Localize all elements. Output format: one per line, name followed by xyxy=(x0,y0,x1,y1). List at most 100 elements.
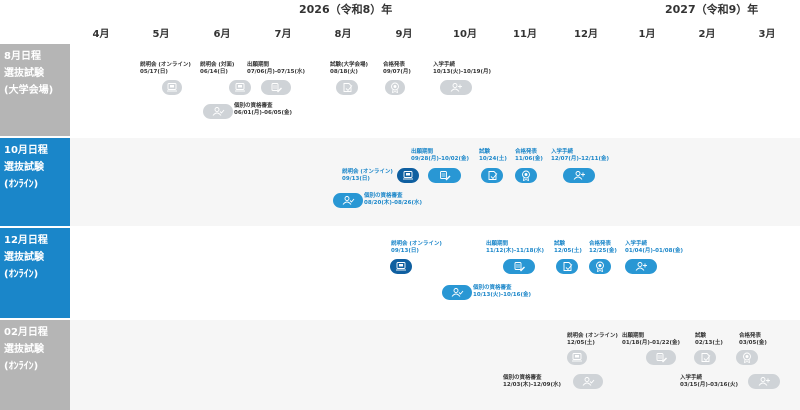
month-header: 5月 xyxy=(152,29,170,40)
event-label: 個別の資格審査 xyxy=(364,193,403,199)
exam-icon[interactable] xyxy=(556,259,578,274)
row-header-oct: 10月日程選抜試験 (ｵﾝﾗｲﾝ) xyxy=(0,138,70,226)
event-date: 12/05(土) xyxy=(567,340,595,346)
application-icon[interactable] xyxy=(428,168,461,183)
briefing-icon[interactable] xyxy=(229,80,251,95)
application-icon[interactable] xyxy=(261,80,291,95)
application-icon[interactable] xyxy=(646,350,676,365)
event-date: 10/24(土) xyxy=(479,156,507,162)
month-header: 4月 xyxy=(92,29,110,40)
event-date: 01/04(月)-01/08(金) xyxy=(625,248,683,254)
event-label: 説明会 (オンライン) xyxy=(342,169,393,175)
result-icon[interactable] xyxy=(385,80,405,95)
event-preliminary-text: 個別の資格審査 08/20(木)-08/26(水) xyxy=(364,193,422,207)
event-date: 07/06(月)-07/15(水) xyxy=(247,69,305,75)
briefing-icon[interactable] xyxy=(397,168,419,183)
event-preliminary-text: 個別の資格審査 06/01(月)-06/05(金) xyxy=(234,103,292,117)
month-header: 11月 xyxy=(513,29,537,40)
briefing-icon[interactable] xyxy=(162,80,182,95)
exam-icon[interactable] xyxy=(481,168,503,183)
event-result-text: 合格発表 12/25(金) xyxy=(589,241,617,255)
event-date: 05/17(日) xyxy=(140,69,168,75)
event-application-text: 出願期間 07/06(月)-07/15(水) xyxy=(247,62,305,76)
event-date: 12/03(木)-12/09(水) xyxy=(503,382,561,388)
enroll-icon[interactable] xyxy=(625,259,657,274)
event-briefing-inperson-text: 説明会 (対面) 06/14(日) xyxy=(200,62,234,76)
event-briefing-online-text: 説明会 (オンライン) 09/13(日) xyxy=(342,169,393,183)
event-enroll-text: 入学手続 03/15(月)-03/16(火) xyxy=(680,375,738,389)
row-header-label: (ｵﾝﾗｲﾝ) xyxy=(4,269,39,280)
event-label: 出願期間 xyxy=(486,241,509,247)
event-label: 説明会 (オンライン) xyxy=(140,62,191,68)
row-header-label: (ｵﾝﾗｲﾝ) xyxy=(4,179,39,190)
event-label: 試験 xyxy=(695,333,707,339)
exam-icon[interactable] xyxy=(694,350,716,365)
event-date: 09/07(月) xyxy=(383,69,411,75)
enroll-icon[interactable] xyxy=(748,374,780,389)
event-date: 10/13(火)-10/16(金) xyxy=(473,292,531,298)
event-date: 02/13(土) xyxy=(695,340,723,346)
enroll-icon[interactable] xyxy=(440,80,472,95)
preliminary-icon[interactable] xyxy=(573,374,603,389)
event-result-text: 合格発表 09/07(月) xyxy=(383,62,411,76)
event-label: 説明会 (オンライン) xyxy=(391,241,442,247)
event-application-text: 出願期間 09/28(月)-10/02(金) xyxy=(411,149,469,163)
event-date: 03/15(月)-03/16(火) xyxy=(680,382,738,388)
event-date: 08/18(火) xyxy=(330,69,358,75)
row-header-feb: 02月日程 選抜試験 (ｵﾝﾗｲﾝ) xyxy=(0,320,70,410)
month-header: 3月 xyxy=(758,29,776,40)
event-label: 入学手続 xyxy=(433,62,456,68)
application-icon[interactable] xyxy=(503,259,535,274)
event-date: 12/05(土) xyxy=(554,248,582,254)
event-label: 説明会 (対面) xyxy=(200,62,235,68)
result-icon[interactable] xyxy=(515,168,537,183)
event-label: 入学手続 xyxy=(551,149,574,155)
event-result-text: 合格発表 11/06(金) xyxy=(515,149,543,163)
month-header: 6月 xyxy=(213,29,231,40)
row-header-label: 12月日程 xyxy=(4,235,48,246)
event-label: 個別の資格審査 xyxy=(234,103,273,109)
month-header: 2月 xyxy=(698,29,716,40)
event-label: 合格発表 xyxy=(739,333,762,339)
event-exam-text: 試験(大学会場) 08/18(火) xyxy=(330,62,368,76)
row-header-label: 8月日程 xyxy=(4,51,41,62)
preliminary-icon[interactable] xyxy=(333,193,363,208)
event-date: 01/18(月)-01/22(金) xyxy=(622,340,680,346)
event-exam-text: 試験 12/05(土) xyxy=(554,241,582,255)
month-header: 7月 xyxy=(274,29,292,40)
month-header: 12月 xyxy=(574,29,598,40)
event-label: 試験 xyxy=(479,149,491,155)
event-date: 09/28(月)-10/02(金) xyxy=(411,156,469,162)
enroll-icon[interactable] xyxy=(563,168,595,183)
event-date: 10/13(火)-10/19(月) xyxy=(433,69,491,75)
event-result-text: 合格発表 03/05(金) xyxy=(739,333,767,347)
event-enroll-text: 入学手続 10/13(火)-10/19(月) xyxy=(433,62,491,76)
row-header-label: 選抜試験 xyxy=(4,162,44,173)
event-application-text: 出願期間 11/12(木)-11/18(水) xyxy=(486,241,544,255)
event-application-text: 出願期間 01/18(月)-01/22(金) xyxy=(622,333,680,347)
briefing-icon[interactable] xyxy=(390,259,412,274)
row-header-label: (ｵﾝﾗｲﾝ) xyxy=(4,361,39,372)
schedule-row-feb xyxy=(0,320,800,410)
preliminary-icon[interactable] xyxy=(442,285,472,300)
event-label: 個別の資格審査 xyxy=(473,285,512,291)
event-date: 06/14(日) xyxy=(200,69,228,75)
briefing-icon[interactable] xyxy=(567,350,587,365)
row-header-label: 選抜試験 xyxy=(4,344,44,355)
event-date: 08/20(木)-08/26(水) xyxy=(364,200,422,206)
event-label: 出願期間 xyxy=(622,333,645,339)
event-enroll-text: 入学手続 12/07(月)-12/11(金) xyxy=(551,149,609,163)
event-date: 09/13(日) xyxy=(391,248,419,254)
result-icon[interactable] xyxy=(736,350,758,365)
month-header: 1月 xyxy=(638,29,656,40)
row-header-label: (大学会場) xyxy=(4,85,54,96)
result-icon[interactable] xyxy=(589,259,611,274)
month-header: 8月 xyxy=(334,29,352,40)
event-briefing-online-text: 説明会 (オンライン) 12/05(土) xyxy=(567,333,618,347)
event-exam-text: 試験 10/24(土) xyxy=(479,149,507,163)
row-header-label: 10月日程 xyxy=(4,145,48,156)
preliminary-icon[interactable] xyxy=(203,104,233,119)
exam-icon[interactable] xyxy=(336,80,358,95)
event-label: 合格発表 xyxy=(589,241,612,247)
